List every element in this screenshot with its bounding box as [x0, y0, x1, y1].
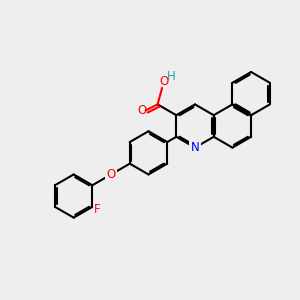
- Text: O: O: [137, 104, 147, 117]
- Text: O: O: [106, 168, 116, 181]
- Text: F: F: [94, 203, 101, 216]
- Text: H: H: [167, 70, 176, 83]
- Text: N: N: [190, 141, 200, 154]
- Text: O: O: [159, 75, 168, 88]
